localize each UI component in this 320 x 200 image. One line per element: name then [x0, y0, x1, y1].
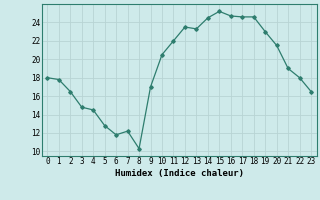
X-axis label: Humidex (Indice chaleur): Humidex (Indice chaleur)	[115, 169, 244, 178]
